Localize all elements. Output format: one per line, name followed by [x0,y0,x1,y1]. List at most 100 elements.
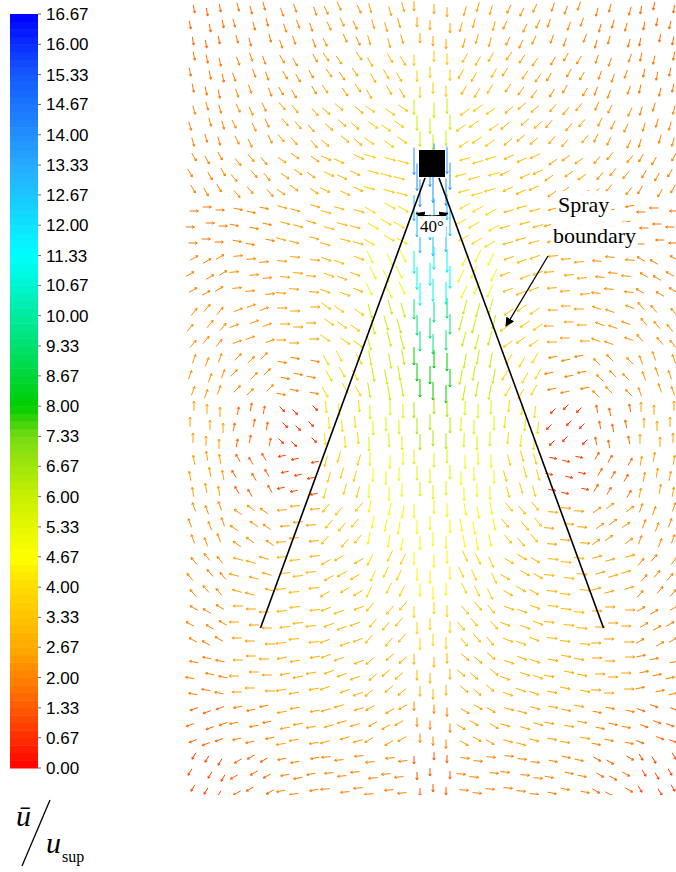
vector [459,551,497,600]
colorbar-band [10,308,38,316]
vector [189,102,225,147]
vector [636,606,676,647]
colorbar-band [10,519,38,527]
vector-strokes [368,451,405,500]
vector [502,52,541,98]
vector [233,53,273,97]
colorbar-band [10,557,38,565]
vector-strokes [320,303,363,347]
vector-strokes [500,656,543,696]
vector [502,353,541,399]
vector [636,654,676,695]
colorbar-tick [38,496,41,497]
colorbar-band [10,142,38,150]
vector-strokes [187,304,226,347]
vector-strokes [188,354,225,399]
vector-strokes [547,53,588,97]
colorbar-band [10,368,38,376]
vector-strokes [459,551,497,600]
vector-strokes [413,99,452,150]
vector [186,255,227,296]
vector-strokes [276,555,320,594]
vector-strokes [544,305,590,344]
colorbar-tick [38,44,41,45]
vector [413,298,452,354]
vector-strokes [502,52,541,98]
vector [594,4,631,48]
vector-strokes [229,255,274,296]
colorbar-band [10,104,38,112]
vector-strokes [413,1,452,49]
vector-strokes [413,50,452,97]
vector-strokes [320,606,364,646]
vector [460,451,496,500]
colorbar-band [10,640,38,648]
vector [500,605,543,645]
colorbar-tick [38,104,41,105]
vector-strokes [594,54,632,98]
vector-strokes [189,52,225,99]
colorbar-band [10,278,38,286]
colorbar-tick [38,74,41,75]
colorbar-band [10,67,38,75]
vector-strokes [547,405,588,446]
colorbar-tick-label: 4.00 [46,578,79,597]
colorbar-band [10,655,38,663]
colorbar-band [10,429,38,437]
vector [457,653,498,696]
vector [459,2,495,47]
vector [320,705,363,744]
vector [365,705,407,746]
vector [320,303,363,347]
vector-strokes [544,655,590,694]
colorbar-band [10,150,38,158]
colorbar-band [10,466,38,474]
vector [188,152,226,196]
vector [230,505,274,546]
colorbar-band [10,549,38,557]
vector-strokes [636,256,676,297]
vector [460,502,496,551]
vector-strokes [460,400,496,450]
colorbar-tick-label: 8.00 [46,397,79,416]
vector-strokes [186,605,227,646]
vector [545,355,590,394]
vector-strokes [276,306,320,345]
colorbar-band [10,564,38,572]
colorbar-band [10,700,38,708]
vector [229,655,275,694]
colorbar-tick [38,707,41,708]
vector-strokes [187,554,226,597]
vector-strokes [321,104,363,147]
colorbar-tick-label: 8.67 [46,367,79,386]
vector [413,398,452,450]
vector-strokes [636,705,676,744]
vector [279,54,318,98]
colorbar-tick [38,165,41,166]
vector [364,203,408,245]
vector-strokes [500,206,543,245]
colorbar-tick [38,134,41,135]
vector [186,605,227,646]
colorbar-band [10,187,38,195]
vector [320,256,364,296]
vector [188,451,224,497]
vector-strokes [278,102,318,147]
colorbar-band [10,338,38,346]
vector [636,705,676,744]
vector [320,606,364,646]
vector-strokes [188,502,225,547]
vector-strokes [366,551,405,598]
colorbar-tick [38,466,41,467]
vector-strokes [229,605,275,646]
vector [501,554,543,595]
colorbar-title: ūusup [16,799,84,866]
vector-strokes [592,503,634,544]
vector-strokes [636,606,676,647]
vector-strokes [277,757,320,795]
vector-strokes [638,753,676,795]
vector [189,4,225,48]
vector-strokes [321,755,364,794]
vector-strokes [320,256,364,296]
vector [413,449,452,499]
